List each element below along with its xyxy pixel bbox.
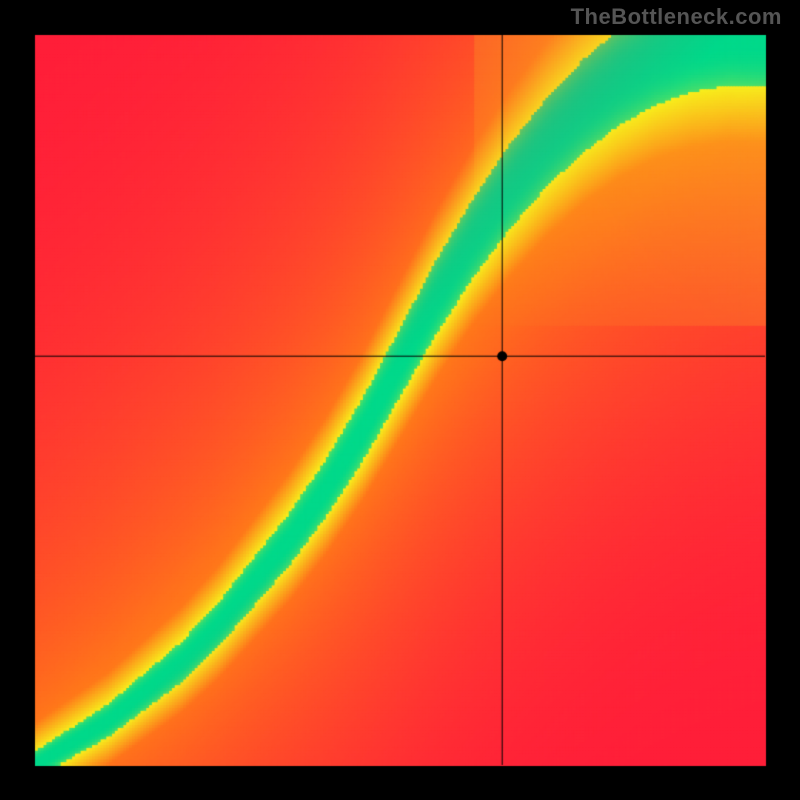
watermark-text: TheBottleneck.com xyxy=(571,4,782,30)
chart-container: TheBottleneck.com xyxy=(0,0,800,800)
heatmap-canvas xyxy=(0,0,800,800)
